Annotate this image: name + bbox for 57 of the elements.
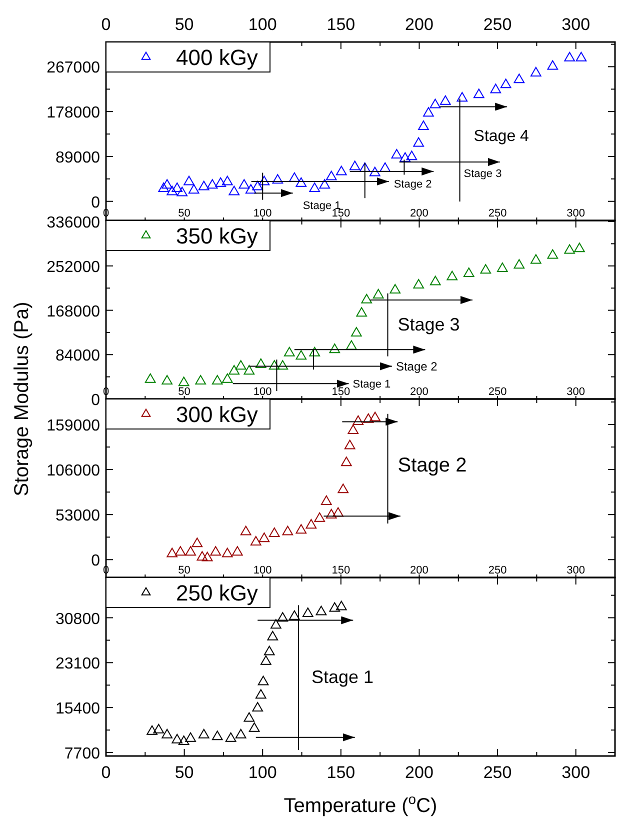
x2-tick-label: 250 bbox=[483, 15, 512, 34]
y-tick-label: 267000 bbox=[46, 60, 100, 77]
legend-label: 350 kGy bbox=[176, 224, 258, 248]
y-axis-title: Storage Modulus (Pa) bbox=[11, 302, 33, 496]
y-tick-label: 168000 bbox=[46, 303, 100, 320]
x-tick-label: 200 bbox=[405, 763, 434, 782]
y-tick-label: 30800 bbox=[56, 610, 100, 628]
x-tick-label: 50 bbox=[178, 386, 190, 398]
annotation: Stage 2 bbox=[394, 178, 432, 190]
y-tick-label: 15400 bbox=[56, 700, 100, 718]
x-tick-label: 100 bbox=[253, 386, 272, 398]
x-tick-label: 300 bbox=[562, 763, 590, 782]
x2-tick-label: 300 bbox=[562, 15, 590, 34]
y-tick-label: 84000 bbox=[56, 348, 100, 365]
x-tick-label: 250 bbox=[488, 386, 507, 398]
x2-tick-label: 200 bbox=[405, 15, 434, 34]
x-tick-label: 300 bbox=[566, 208, 586, 220]
x-tick-label: 100 bbox=[253, 208, 272, 220]
y-tick-label: 23100 bbox=[56, 656, 100, 673]
x-tick-label: 200 bbox=[410, 564, 428, 576]
x-tick-label: 300 bbox=[566, 564, 586, 576]
y-tick-label: 178000 bbox=[46, 104, 100, 122]
x-tick-label: 50 bbox=[174, 763, 194, 782]
annotation: Stage 4 bbox=[474, 128, 530, 146]
annotation: Stage 3 bbox=[398, 314, 460, 334]
y-tick-label: 336000 bbox=[46, 214, 100, 232]
y-tick-label: 159000 bbox=[46, 418, 100, 434]
legend-label: 300 kGy bbox=[176, 402, 258, 427]
x-tick-label: 50 bbox=[178, 208, 190, 220]
x2-tick-label: 150 bbox=[326, 15, 356, 34]
x-tick-label: 300 bbox=[566, 386, 586, 398]
annotation: Stage 2 bbox=[398, 454, 467, 476]
x-tick-label: 100 bbox=[253, 564, 272, 576]
x-axis-title: Temperature ($^{o}$C) bbox=[284, 791, 438, 817]
x-tick-label: 100 bbox=[248, 763, 277, 782]
x-tick-label: 150 bbox=[332, 386, 350, 398]
annotation: Stage 3 bbox=[464, 168, 502, 180]
legend-label: 250 kGy bbox=[176, 580, 258, 606]
x2-tick-label: 100 bbox=[248, 15, 277, 34]
y-tick-label: 53000 bbox=[56, 508, 100, 525]
annotation: Stage 2 bbox=[396, 359, 438, 374]
y-tick-label: 252000 bbox=[46, 258, 100, 276]
x-tick-label: 150 bbox=[326, 763, 356, 782]
x-tick-label: 200 bbox=[410, 386, 428, 398]
x-tick-label: 200 bbox=[410, 208, 428, 220]
y-tick-label: 7700 bbox=[64, 746, 100, 762]
x-tick-label: 250 bbox=[488, 208, 507, 220]
x-tick-label: 150 bbox=[332, 564, 350, 576]
x-tick-label: 250 bbox=[483, 763, 512, 782]
legend-label: 400 kGy bbox=[176, 45, 258, 70]
x2-tick-label: 50 bbox=[174, 15, 194, 34]
annotation: Stage 1 bbox=[311, 667, 374, 688]
x-tick-label: 250 bbox=[488, 564, 507, 576]
y-tick-label: 89000 bbox=[56, 149, 100, 166]
x-tick-label: 50 bbox=[178, 564, 190, 576]
annotation: Stage 1 bbox=[352, 378, 391, 391]
y-tick-label: 106000 bbox=[46, 462, 100, 480]
